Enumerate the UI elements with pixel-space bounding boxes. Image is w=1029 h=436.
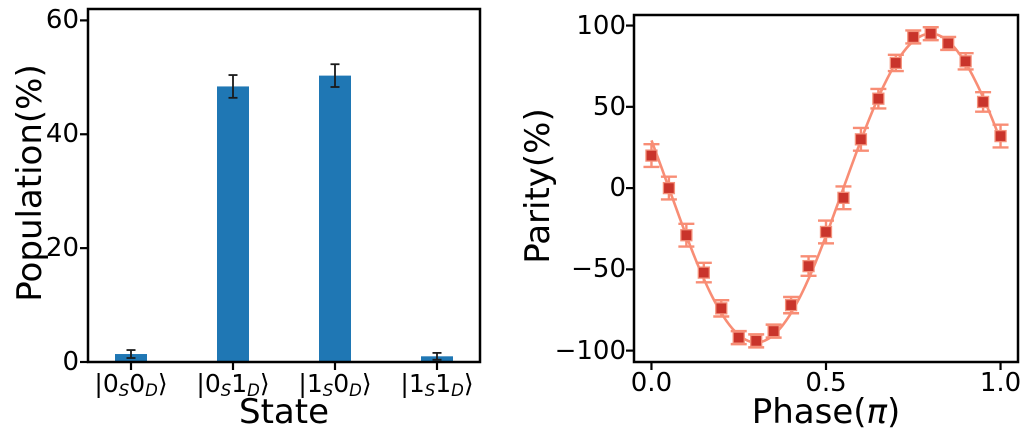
data-point-marker (680, 229, 693, 242)
text-segment: ) (887, 392, 901, 432)
right-x-axis-label: Phase(π) (752, 392, 901, 432)
text-segment: |1 (298, 369, 323, 398)
text-segment: ⟩ (259, 369, 270, 398)
data-point-marker (662, 181, 676, 195)
data-point-marker (697, 266, 710, 279)
left-y-axis-label: Population(%) (10, 64, 50, 302)
data-point-marker (767, 324, 780, 338)
data-point-marker (924, 27, 937, 40)
left-y-tick-label: 20 (45, 233, 79, 264)
data-point-marker (872, 92, 885, 105)
data-point-marker (715, 302, 728, 315)
data-point-marker (819, 225, 833, 239)
text-segment: ⟩ (157, 369, 168, 398)
data-point-marker (889, 56, 902, 70)
text-segment: |0 (94, 369, 119, 398)
subscript: S (118, 380, 130, 400)
text-segment: π (866, 392, 888, 432)
right-y-tick-label: 0 (609, 173, 626, 204)
right-x-tick-label: 1.0 (979, 368, 1022, 398)
data-point-marker (976, 95, 990, 109)
subscript: D (349, 380, 362, 400)
data-point-marker (750, 334, 763, 348)
data-point-marker (837, 191, 850, 204)
left-x-axis-label: State (239, 392, 329, 432)
data-point-marker (854, 133, 868, 146)
subscript: D (145, 380, 158, 400)
right-axes-frame (632, 13, 1020, 364)
text-segment: 1 (231, 369, 248, 398)
bar (319, 75, 351, 363)
right-y-tick-label: 50 (592, 91, 626, 122)
subscript: S (220, 380, 232, 400)
left-y-tick-label: 60 (45, 5, 79, 36)
right-y-tick-label: −100 (554, 335, 626, 366)
data-point-marker (959, 55, 972, 68)
subscript: S (322, 380, 334, 400)
left-x-tick-label: |1S0D⟩ (280, 369, 390, 400)
left-x-tick-label: |0S1D⟩ (178, 369, 288, 400)
bar (217, 86, 249, 363)
data-point-marker (802, 259, 815, 273)
subscript: D (247, 380, 260, 400)
right-x-tick-label: 0.0 (630, 368, 673, 398)
left-y-tick-label: 40 (45, 119, 79, 150)
text-segment: 1 (435, 369, 452, 398)
right-x-tick-label: 0.5 (805, 368, 847, 398)
left-y-tick-label: 0 (62, 347, 79, 377)
subscript: S (424, 380, 436, 400)
text-segment: ⟩ (463, 369, 474, 398)
data-point-marker (907, 30, 920, 44)
text-segment: Phase( (751, 392, 867, 432)
fit-line (650, 32, 1002, 344)
text-segment: |1 (400, 369, 425, 398)
text-segment: 0 (129, 369, 146, 398)
data-point-marker (784, 298, 798, 312)
text-segment: 0 (333, 369, 350, 398)
data-point-marker (732, 331, 745, 344)
text-segment: |0 (196, 369, 221, 398)
data-point-marker (942, 37, 955, 50)
left-axes-frame (86, 7, 482, 364)
subscript: D (451, 380, 464, 400)
right-y-axis-label: Parity(%) (518, 108, 558, 264)
data-point-marker (994, 129, 1007, 143)
data-point-marker (645, 149, 658, 162)
text-segment: ⟩ (361, 369, 372, 398)
right-y-tick-label: −50 (571, 254, 626, 285)
left-x-tick-label: |0S0D⟩ (76, 369, 186, 400)
left-x-tick-label: |1S1D⟩ (382, 369, 492, 400)
right-y-tick-label: 100 (576, 10, 626, 41)
